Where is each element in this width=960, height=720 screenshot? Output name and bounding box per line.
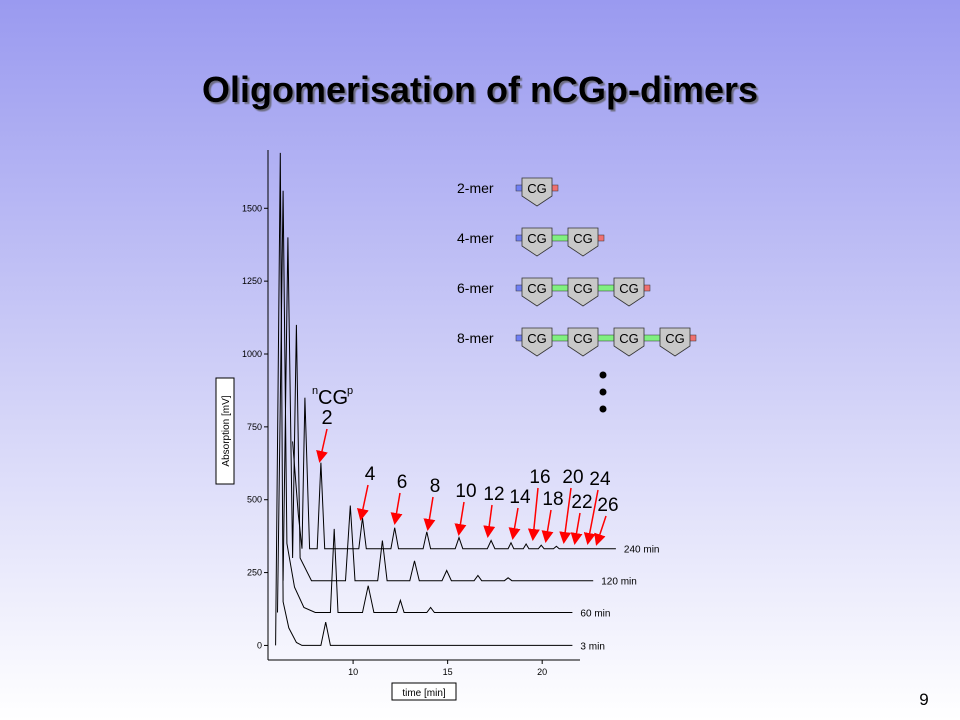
unit-tag xyxy=(659,327,691,357)
peak-arrow xyxy=(583,489,599,545)
oligomer-label: 6-mer xyxy=(457,280,494,296)
peak-label: 20 xyxy=(562,467,583,488)
y-tick-label: 500 xyxy=(247,495,262,505)
dimer-suffix: p xyxy=(347,385,353,397)
linker xyxy=(641,334,661,342)
unit-label: CG xyxy=(573,281,593,296)
unit-tag xyxy=(613,277,645,307)
x-tick-label: 10 xyxy=(348,667,358,677)
peak-arrow xyxy=(423,496,436,531)
peak-label: 24 xyxy=(589,469,611,490)
series-label: 60 min xyxy=(580,608,610,619)
unit-label: CG xyxy=(619,331,639,346)
oligomer-label: 2-mer xyxy=(457,180,494,196)
peak-arrow xyxy=(570,512,583,545)
y-tick-label: 1000 xyxy=(242,349,262,359)
peak-label: 26 xyxy=(597,495,618,516)
linker xyxy=(549,234,569,242)
unit-label: CG xyxy=(527,231,547,246)
peak-label: 4 xyxy=(365,464,376,485)
page-number: 9 xyxy=(919,690,928,709)
unit-tag xyxy=(567,277,599,307)
series-label: 240 min xyxy=(624,545,660,556)
peak-label: 16 xyxy=(529,467,550,488)
y-axis-label: Absorption [mV] xyxy=(221,395,232,466)
trace xyxy=(292,397,616,550)
peak-arrow xyxy=(454,501,467,536)
x-tick-label: 20 xyxy=(537,667,547,677)
ellipsis-dot xyxy=(599,388,607,396)
peak-label: 18 xyxy=(542,489,563,510)
x-axis-label: time [min] xyxy=(402,688,446,699)
unit-label: CG xyxy=(527,281,547,296)
peak-label: 2 xyxy=(321,407,332,429)
unit-label: CG xyxy=(527,181,547,196)
oligomer-label: 8-mer xyxy=(457,330,494,346)
y-tick-label: 250 xyxy=(247,568,262,578)
unit-tag xyxy=(521,327,553,357)
peak-label: 8 xyxy=(430,476,441,497)
linker xyxy=(549,284,569,292)
slide-title: Oligomerisation of nCGp-dimers xyxy=(202,69,758,110)
linker xyxy=(595,284,615,292)
peak-arrow xyxy=(356,484,369,521)
peak-arrow xyxy=(559,487,572,544)
peak-arrow xyxy=(594,515,607,546)
unit-tag xyxy=(521,277,553,307)
peak-label: 14 xyxy=(509,487,531,508)
trace xyxy=(277,190,573,613)
peak-label: 12 xyxy=(483,484,504,505)
y-tick-label: 1250 xyxy=(242,276,262,286)
peak-label: 6 xyxy=(397,472,408,493)
peak-arrow xyxy=(483,504,496,538)
y-label-box xyxy=(215,377,235,485)
peak-label: 10 xyxy=(455,481,476,502)
unit-label: CG xyxy=(619,281,639,296)
plot-area xyxy=(268,150,580,660)
unit-label: CG xyxy=(573,231,593,246)
y-tick-label: 0 xyxy=(257,640,262,650)
y-tick-label: 1500 xyxy=(242,203,262,213)
unit-label: CG xyxy=(573,331,593,346)
unit-label: CG xyxy=(665,331,685,346)
oligomer-label: 4-mer xyxy=(457,230,494,246)
y-tick-label: 750 xyxy=(247,422,262,432)
peak-arrow xyxy=(390,492,403,525)
trace xyxy=(282,237,594,582)
peak-label: 22 xyxy=(571,492,592,513)
unit-tag xyxy=(521,227,553,257)
x-label-box xyxy=(391,682,457,701)
dimer-label: CG xyxy=(318,387,348,409)
ellipsis-dot xyxy=(599,371,607,379)
peak-arrow xyxy=(541,509,554,543)
series-label: 3 min xyxy=(580,641,604,652)
x-tick-label: 15 xyxy=(443,667,453,677)
unit-tag xyxy=(613,327,645,357)
ellipsis-dot xyxy=(599,405,607,413)
linker xyxy=(595,334,615,342)
peak-arrow xyxy=(527,487,540,541)
unit-tag xyxy=(567,227,599,257)
series-label: 120 min xyxy=(601,577,637,588)
unit-tag xyxy=(567,327,599,357)
trace xyxy=(275,152,573,646)
dimer-prefix: n xyxy=(312,385,318,397)
unit-tag xyxy=(521,177,553,207)
linker xyxy=(549,334,569,342)
peak-arrow xyxy=(316,428,328,463)
unit-label: CG xyxy=(527,331,547,346)
peak-arrow xyxy=(508,507,521,540)
